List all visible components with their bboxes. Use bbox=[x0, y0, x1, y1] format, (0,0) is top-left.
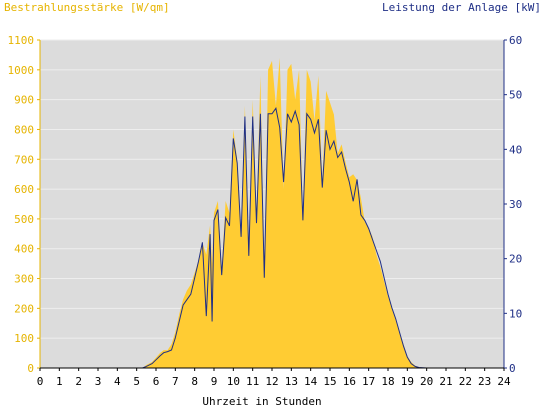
x-tick-label: 18 bbox=[381, 375, 394, 388]
x-tick-label: 17 bbox=[362, 375, 375, 388]
x-tick-label: 19 bbox=[401, 375, 414, 388]
x-tick-label: 9 bbox=[211, 375, 218, 388]
x-tick-label: 20 bbox=[420, 375, 433, 388]
left-tick-label: 700 bbox=[14, 153, 34, 166]
x-tick-label: 10 bbox=[227, 375, 240, 388]
x-tick-label: 22 bbox=[459, 375, 472, 388]
x-tick-label: 13 bbox=[285, 375, 298, 388]
left-tick-label: 800 bbox=[14, 123, 34, 136]
right-tick-label: 50 bbox=[509, 89, 522, 102]
x-tick-label: 1 bbox=[56, 375, 63, 388]
right-tick-label: 30 bbox=[509, 198, 522, 211]
x-tick-label: 11 bbox=[246, 375, 259, 388]
x-tick-label: 3 bbox=[95, 375, 102, 388]
x-tick-label: 0 bbox=[37, 375, 44, 388]
left-tick-label: 100 bbox=[14, 332, 34, 345]
x-tick-label: 6 bbox=[153, 375, 160, 388]
irradiance-area-series bbox=[40, 57, 504, 369]
x-tick-label: 5 bbox=[133, 375, 140, 388]
x-tick-label: 21 bbox=[439, 375, 452, 388]
x-tick-label: 8 bbox=[191, 375, 198, 388]
left-tick-label: 1100 bbox=[8, 34, 35, 47]
left-tick-label: 300 bbox=[14, 273, 34, 286]
right-tick-label: 20 bbox=[509, 253, 522, 266]
left-tick-label: 200 bbox=[14, 302, 34, 315]
right-axis-title: Leistung der Anlage [kW] bbox=[382, 1, 541, 14]
left-tick-label: 500 bbox=[14, 213, 34, 226]
x-tick-label: 4 bbox=[114, 375, 121, 388]
left-tick-label: 0 bbox=[27, 362, 34, 375]
left-tick-label: 400 bbox=[14, 243, 34, 256]
x-tick-label: 15 bbox=[323, 375, 336, 388]
left-tick-label: 900 bbox=[14, 94, 34, 107]
power-line-series bbox=[40, 107, 504, 369]
x-tick-label: 24 bbox=[497, 375, 511, 388]
left-tick-label: 600 bbox=[14, 183, 34, 196]
left-axis-title: Bestrahlungsstärke [W/qm] bbox=[4, 1, 170, 14]
x-tick-label: 7 bbox=[172, 375, 179, 388]
right-tick-label: 0 bbox=[509, 362, 516, 375]
x-tick-label: 14 bbox=[304, 375, 318, 388]
x-axis-title: Uhrzeit in Stunden bbox=[202, 395, 321, 408]
left-tick-label: 1000 bbox=[8, 64, 35, 77]
x-tick-label: 2 bbox=[75, 375, 82, 388]
x-tick-label: 23 bbox=[478, 375, 491, 388]
tick-labels: 0100200300400500600700800900100011000102… bbox=[8, 34, 523, 388]
right-tick-label: 10 bbox=[509, 307, 522, 320]
right-tick-label: 40 bbox=[509, 143, 522, 156]
right-tick-label: 60 bbox=[509, 34, 522, 47]
x-tick-label: 16 bbox=[343, 375, 356, 388]
x-tick-label: 12 bbox=[265, 375, 278, 388]
